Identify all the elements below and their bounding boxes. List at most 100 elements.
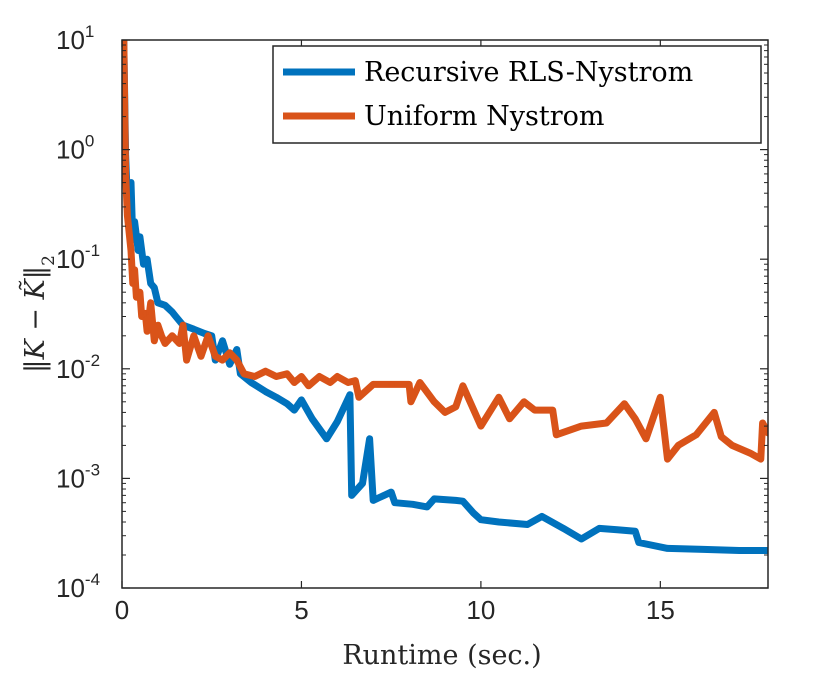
data-point-uniform-nystrom-12 — [151, 337, 158, 344]
y-axis-title-part-2: K̃ — [18, 278, 51, 301]
data-point-uniform-nystrom-31 — [284, 370, 291, 377]
x-axis-title: Runtime (sec.) — [342, 640, 541, 671]
data-point-uniform-nystrom-20 — [190, 332, 197, 339]
data-point-uniform-nystrom-26 — [233, 357, 240, 364]
data-point-uniform-nystrom-66 — [711, 409, 718, 416]
data-point-uniform-nystrom-7 — [136, 289, 143, 296]
data-point-uniform-nystrom-14 — [158, 332, 165, 339]
data-point-recursive-rls-nystrom-34 — [346, 391, 353, 398]
data-point-recursive-rls-nystrom-54 — [596, 525, 603, 532]
data-point-uniform-nystrom-3 — [127, 247, 134, 254]
data-point-uniform-nystrom-44 — [407, 398, 414, 405]
data-point-uniform-nystrom-30 — [273, 373, 280, 380]
data-point-uniform-nystrom-48 — [452, 403, 459, 410]
data-point-uniform-nystrom-63 — [664, 456, 671, 463]
data-point-uniform-nystrom-43 — [406, 381, 413, 388]
data-point-recursive-rls-nystrom-26 — [262, 388, 269, 395]
data-point-uniform-nystrom-49 — [459, 382, 466, 389]
data-point-uniform-nystrom-71 — [759, 420, 766, 427]
data-point-uniform-nystrom-39 — [352, 377, 359, 384]
data-point-recursive-rls-nystrom-29 — [291, 407, 298, 414]
data-point-recursive-rls-nystrom-35 — [348, 492, 355, 499]
data-point-recursive-rls-nystrom-6 — [135, 247, 142, 254]
data-point-recursive-rls-nystrom-33 — [334, 418, 341, 425]
data-point-uniform-nystrom-70 — [757, 456, 764, 463]
data-point-uniform-nystrom-46 — [431, 398, 438, 405]
data-point-uniform-nystrom-11 — [147, 299, 154, 306]
legend: Recursive RLS-Nystrom Uniform Nystrom — [272, 45, 762, 144]
data-point-recursive-rls-nystrom-43 — [424, 503, 431, 510]
data-point-uniform-nystrom-38 — [345, 379, 352, 386]
data-point-uniform-nystrom-22 — [205, 332, 212, 339]
data-point-uniform-nystrom-59 — [621, 400, 628, 407]
data-point-uniform-nystrom-10 — [144, 328, 151, 335]
data-point-recursive-rls-nystrom-12 — [154, 299, 161, 306]
data-point-uniform-nystrom-21 — [197, 353, 204, 360]
data-point-recursive-rls-nystrom-13 — [162, 302, 169, 309]
data-point-uniform-nystrom-65 — [693, 431, 700, 438]
x-tick-label-0: 0 — [115, 595, 129, 625]
data-point-recursive-rls-nystrom-41 — [391, 499, 398, 506]
data-point-recursive-rls-nystrom-39 — [380, 492, 387, 499]
data-point-uniform-nystrom-2 — [124, 212, 131, 219]
data-point-uniform-nystrom-17 — [176, 340, 183, 347]
x-tick-label-15: 15 — [646, 595, 675, 625]
data-point-uniform-nystrom-45 — [416, 379, 423, 386]
x-tick-label-5: 5 — [294, 595, 308, 625]
data-point-uniform-nystrom-54 — [531, 407, 538, 414]
data-point-uniform-nystrom-29 — [262, 368, 269, 375]
data-point-recursive-rls-nystrom-23 — [233, 346, 240, 353]
data-point-recursive-rls-nystrom-60 — [736, 547, 743, 554]
data-point-uniform-nystrom-69 — [747, 450, 754, 457]
data-point-uniform-nystrom-62 — [657, 394, 664, 401]
data-point-recursive-rls-nystrom-51 — [538, 513, 545, 520]
data-point-uniform-nystrom-19 — [183, 357, 190, 364]
data-point-recursive-rls-nystrom-14 — [169, 308, 176, 315]
y-axis-title-part-1: ‖K − — [20, 300, 51, 373]
data-point-uniform-nystrom-24 — [219, 357, 226, 364]
axes-frame — [121, 39, 769, 589]
data-point-recursive-rls-nystrom-37 — [366, 435, 373, 442]
data-point-uniform-nystrom-28 — [251, 373, 258, 380]
data-point-uniform-nystrom-16 — [169, 332, 176, 339]
data-point-recursive-rls-nystrom-40 — [388, 489, 395, 496]
data-point-recursive-rls-nystrom-46 — [459, 498, 466, 505]
data-point-uniform-nystrom-72 — [765, 429, 768, 436]
data-point-recursive-rls-nystrom-58 — [664, 545, 671, 552]
data-point-uniform-nystrom-9 — [142, 310, 149, 317]
data-point-recursive-rls-nystrom-57 — [635, 539, 642, 546]
data-point-recursive-rls-nystrom-5 — [131, 218, 138, 225]
data-point-recursive-rls-nystrom-15 — [172, 313, 179, 320]
y-axis-title-subscript: 2 — [39, 255, 59, 266]
data-point-uniform-nystrom-57 — [578, 423, 585, 430]
data-point-recursive-rls-nystrom-50 — [524, 521, 531, 528]
data-point-uniform-nystrom-67 — [718, 433, 725, 440]
data-point-recursive-rls-nystrom-47 — [470, 510, 477, 517]
data-point-recursive-rls-nystrom-42 — [409, 501, 416, 508]
data-point-uniform-nystrom-35 — [316, 373, 323, 380]
data-point-uniform-nystrom-36 — [327, 379, 334, 386]
data-point-uniform-nystrom-13 — [154, 322, 161, 329]
y-axis-title: ‖K − K̃‖2 — [18, 255, 59, 373]
data-point-recursive-rls-nystrom-11 — [151, 284, 158, 291]
data-point-uniform-nystrom-34 — [305, 382, 312, 389]
data-point-uniform-nystrom-55 — [549, 407, 556, 414]
x-tick-label-10: 10 — [466, 595, 495, 625]
data-point-recursive-rls-nystrom-8 — [140, 261, 147, 268]
data-point-recursive-rls-nystrom-38 — [370, 497, 377, 504]
data-point-recursive-rls-nystrom-48 — [477, 516, 484, 523]
data-point-recursive-rls-nystrom-30 — [298, 396, 305, 403]
data-point-recursive-rls-nystrom-31 — [309, 415, 316, 422]
data-point-recursive-rls-nystrom-56 — [632, 528, 639, 535]
y-tick-label-0: 101 — [56, 22, 94, 55]
y-tick-label-4: 10-3 — [56, 460, 100, 493]
data-point-recursive-rls-nystrom-25 — [248, 379, 255, 386]
data-point-recursive-rls-nystrom-45 — [452, 497, 459, 504]
data-point-uniform-nystrom-61 — [642, 435, 649, 442]
data-point-uniform-nystrom-47 — [442, 409, 448, 416]
data-point-recursive-rls-nystrom-22 — [226, 361, 233, 368]
data-point-recursive-rls-nystrom-9 — [144, 256, 151, 263]
legend-label-uniform-nystrom: Uniform Nystrom — [364, 101, 604, 132]
y-tick-label-3: 10-2 — [56, 351, 100, 384]
